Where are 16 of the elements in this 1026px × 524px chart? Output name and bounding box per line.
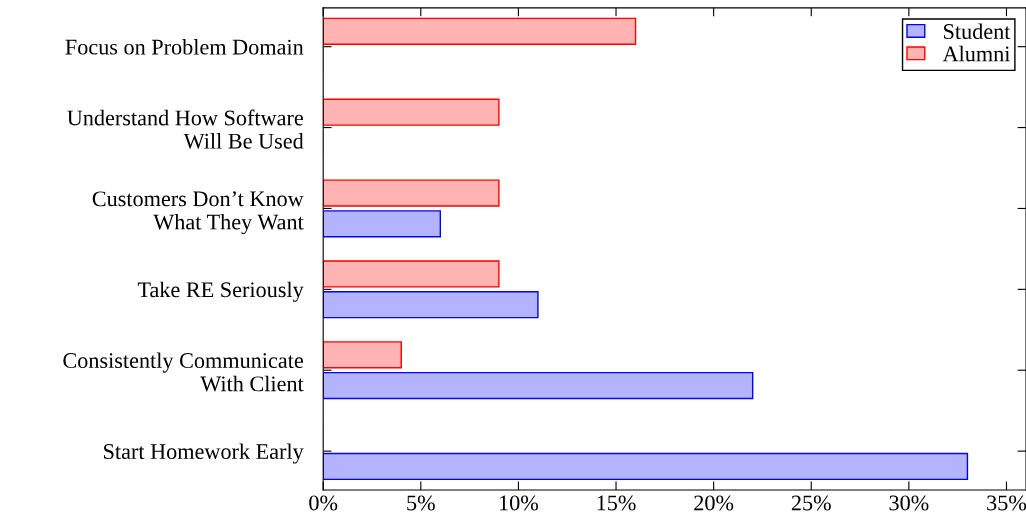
legend-label: Alumni: [942, 45, 1011, 62]
x-tick-label: 5%: [407, 495, 435, 511]
x-tick-label: 25%: [791, 495, 831, 511]
x-tick-label: 30%: [889, 495, 929, 511]
x-tick-label: 20%: [694, 495, 734, 511]
y-tick-label: Take RE Seriously: [137, 281, 304, 302]
x-tick-label: 15%: [597, 495, 636, 511]
y-tick-label: Understand How Software Will Be Used: [67, 109, 304, 149]
legend-label: Student: [944, 23, 1011, 40]
y-tick-label: Customers Don’t Know What They Want: [92, 191, 304, 235]
x-tick-label: 35%: [987, 495, 1026, 511]
x-tick-label: 10%: [500, 495, 539, 511]
x-tick-label: 0%: [309, 495, 338, 511]
y-tick-label: Consistently Communicate With Client: [63, 352, 304, 392]
y-tick-label: Start Homework Early: [104, 443, 304, 464]
y-tick-label: Focus on Problem Domain: [65, 38, 304, 55]
